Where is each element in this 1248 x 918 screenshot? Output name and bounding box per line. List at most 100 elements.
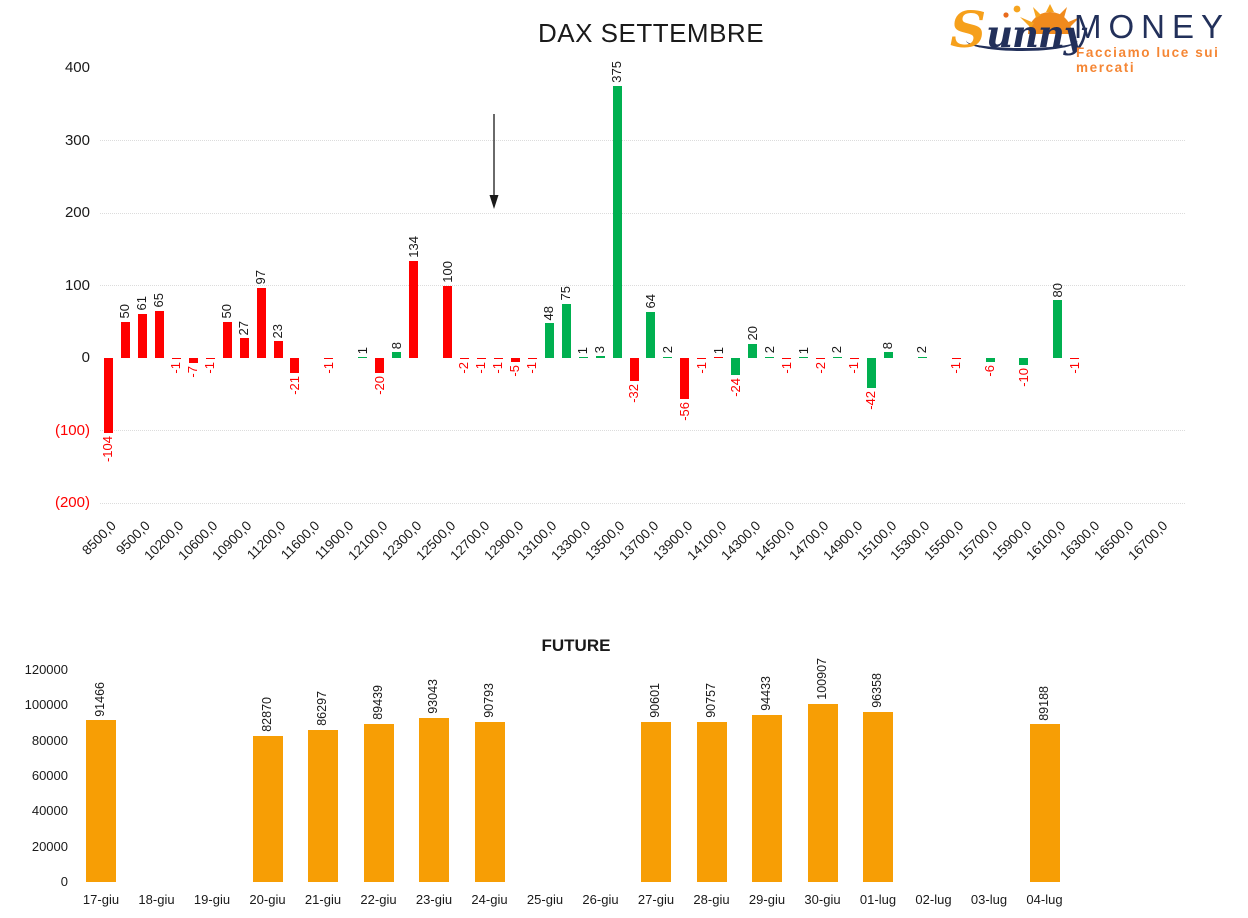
dax-bar <box>103 358 113 434</box>
dax-bar <box>120 321 130 358</box>
dax-bar <box>731 358 741 376</box>
x-axis-tick: 26-giu <box>582 892 619 907</box>
y-axis-tick: (100) <box>54 421 90 439</box>
future-bar-label: 90601 <box>648 683 662 718</box>
dax-bar <box>595 355 605 358</box>
dax-bar <box>883 352 893 358</box>
gridline <box>100 430 1185 431</box>
gridline <box>100 212 1185 214</box>
future-bar-label: 89439 <box>370 685 385 720</box>
dax-bar <box>917 356 927 358</box>
dax-bar <box>443 285 453 358</box>
y-axis-tick: (200) <box>54 494 90 511</box>
future-bar <box>308 729 338 882</box>
dax-bar <box>561 303 571 358</box>
dax-bar <box>324 358 334 359</box>
x-axis-tick: 21-giu <box>304 892 342 907</box>
x-axis-tick: 18-giu <box>138 892 175 907</box>
y-axis-tick: 0 <box>81 349 90 366</box>
y-axis-tick: 300 <box>64 131 90 149</box>
dax-bar <box>680 358 690 399</box>
y-axis-tick: 100 <box>64 276 90 294</box>
dax-bar <box>222 321 232 358</box>
y-axis-tick: 40000 <box>31 803 68 819</box>
dax-bar <box>154 310 164 358</box>
dax-bar <box>1070 358 1080 359</box>
dax-bar <box>510 358 520 362</box>
future-bar <box>752 715 782 882</box>
future-bar-label: 82870 <box>259 696 274 732</box>
x-axis-tick: 19-giu <box>193 892 231 907</box>
brand-script-rest: unny <box>986 12 1085 56</box>
dax-bar <box>748 343 758 358</box>
future-bar <box>696 721 727 882</box>
x-axis-tick: 27-giu <box>637 892 675 907</box>
dax-chart-title: DAX SETTEMBRE <box>537 18 765 48</box>
future-bar-label: 91466 <box>93 681 107 717</box>
gridline <box>100 140 1185 141</box>
sun-icon <box>1003 4 1080 34</box>
brand-script: Sunny <box>950 5 1085 57</box>
brand-logo: Sunny MONEY Facciamo luce sui mercati <box>948 2 1246 75</box>
dax-bar <box>1019 358 1029 366</box>
dax-bar <box>832 356 842 358</box>
future-bar <box>1029 724 1060 882</box>
dax-bar <box>849 358 859 359</box>
dax-bar <box>459 358 469 360</box>
x-axis-tick: 28-giu <box>693 892 730 907</box>
future-bar <box>419 717 449 882</box>
dax-bar <box>409 260 419 358</box>
x-axis-tick: 24-giu <box>471 892 508 907</box>
dax-bar <box>256 287 266 358</box>
y-axis-tick: 120000 <box>24 662 68 677</box>
brand-word: MONEY <box>1074 8 1231 45</box>
y-axis-tick: 400 <box>64 59 90 76</box>
future-bar-label: 96358 <box>870 673 884 708</box>
y-axis-tick: 100000 <box>24 697 68 713</box>
y-axis-tick: 0 <box>60 874 68 889</box>
x-axis-tick: 30-giu <box>804 892 841 907</box>
x-axis-tick: 22-giu <box>360 892 397 907</box>
future-bar <box>86 720 116 882</box>
future-bar-label: 94433 <box>759 676 773 712</box>
dax-bar <box>171 358 181 359</box>
y-axis-tick: 80000 <box>31 732 68 748</box>
x-axis-tick: 23-giu <box>415 892 453 907</box>
dax-bar <box>646 311 656 358</box>
x-axis-tick: 29-giu <box>748 892 786 907</box>
dax-bar <box>629 358 639 382</box>
y-axis-tick: 20000 <box>31 838 68 854</box>
dax-bar <box>951 358 961 359</box>
dax-bar <box>1053 300 1063 358</box>
future-bar <box>252 735 283 882</box>
dax-bar <box>612 86 622 358</box>
future-chart-title: FUTURE <box>541 636 611 655</box>
x-axis-tick: 01-lug <box>859 892 897 907</box>
dax-bar <box>816 358 825 360</box>
gridline <box>100 285 1185 286</box>
x-axis-tick: 17-giu <box>82 892 120 907</box>
future-bar-label: 93043 <box>426 678 440 714</box>
dax-bar <box>714 357 724 358</box>
dax-bar <box>358 357 368 358</box>
dax-bar <box>493 358 503 359</box>
future-bar <box>641 721 671 882</box>
future-bar-label: 86297 <box>315 690 329 726</box>
future-bar <box>363 723 394 882</box>
x-axis-tick: 04-lug <box>1026 892 1063 907</box>
dax-bar <box>527 358 537 359</box>
dax-bar <box>205 358 215 359</box>
future-bar <box>863 711 893 882</box>
dax-bar <box>799 357 809 358</box>
dax-bar <box>188 358 198 364</box>
dax-bar <box>782 358 792 359</box>
dax-bar <box>137 313 147 358</box>
future-bar-label: 89188 <box>1036 685 1051 721</box>
down-arrow-annotation <box>489 114 499 209</box>
x-axis-tick: 25-giu <box>526 892 564 907</box>
dax-bar <box>578 357 588 358</box>
future-bar <box>474 721 505 882</box>
future-bar <box>807 703 838 882</box>
